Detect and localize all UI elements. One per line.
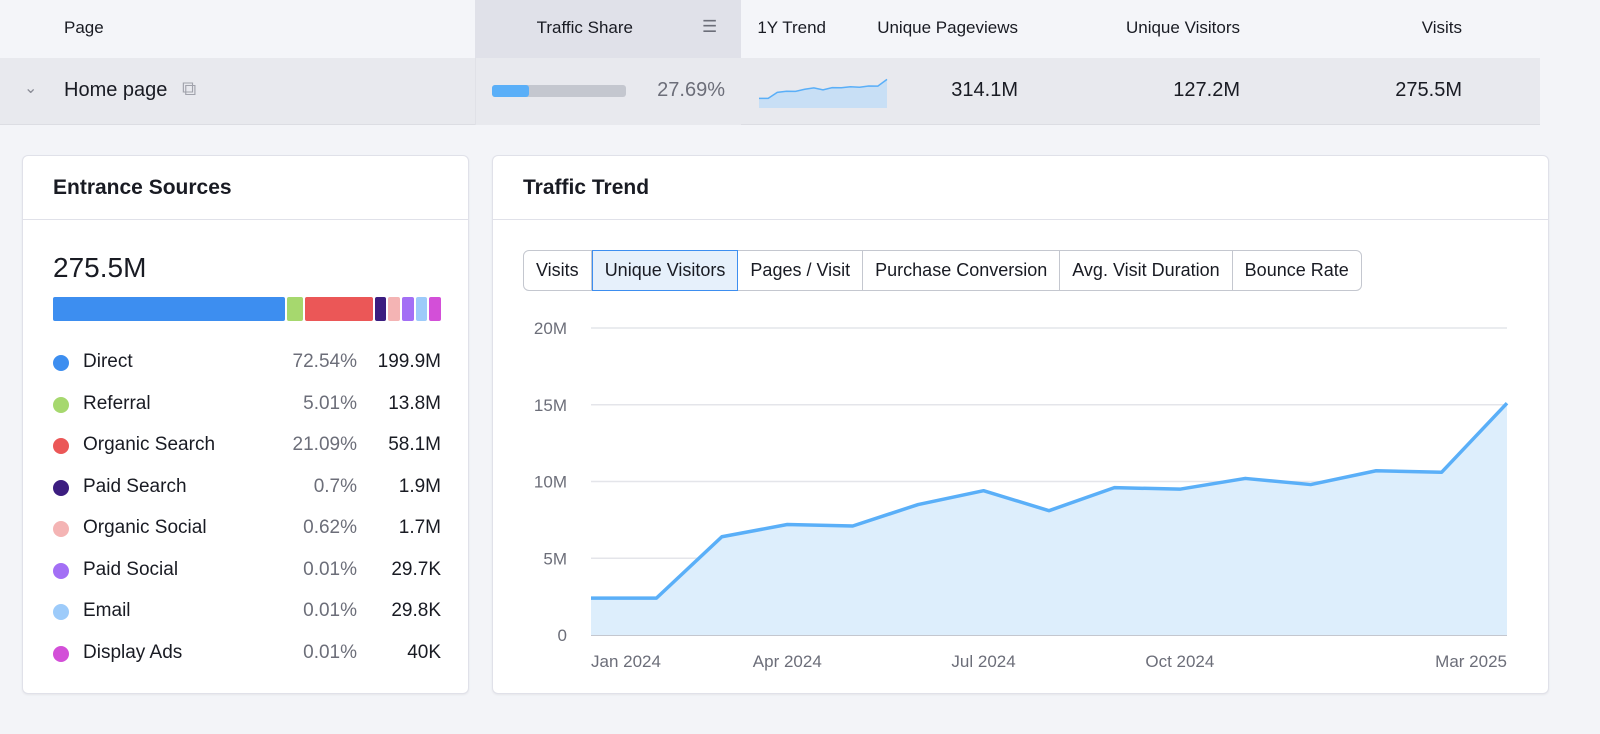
- source-percent: 72.54%: [292, 351, 357, 372]
- x-tick-label: Jul 2024: [951, 652, 1015, 671]
- stacked-bar-segment[interactable]: [53, 297, 286, 321]
- source-name: Email: [83, 600, 131, 621]
- source-name: Display Ads: [83, 641, 183, 663]
- legend-dot-icon: [53, 479, 69, 496]
- sparkline-line: [759, 78, 888, 100]
- y-tick-label: 20M: [534, 319, 567, 338]
- tab-avg-visit-duration[interactable]: Avg. Visit Duration: [1060, 251, 1233, 290]
- stacked-bar-segment[interactable]: [305, 297, 373, 321]
- trend-sparkline: [759, 78, 888, 108]
- stacked-bar-segment[interactable]: [415, 297, 428, 321]
- source-percent: 5.01%: [303, 392, 357, 414]
- legend-item[interactable]: Paid Search 0.7% 1.9M: [53, 473, 441, 514]
- sparkline-area: [759, 79, 887, 108]
- legend-dot-icon: [53, 396, 69, 413]
- card-title: Entrance Sources: [23, 156, 468, 220]
- source-percent: 0.7%: [313, 475, 357, 497]
- source-name: Paid Social: [83, 558, 179, 580]
- tab-purchase-conversion[interactable]: Purchase Conversion: [863, 251, 1061, 290]
- legend-item[interactable]: Display Ads 0.01% 40K: [53, 639, 441, 680]
- traffic-trend-card: Traffic Trend Visits Unique Visitors Pages…: [492, 155, 1549, 694]
- tab-visits[interactable]: Visits: [524, 251, 592, 290]
- source-percent: 0.01%: [303, 641, 357, 663]
- source-value: 40K: [407, 641, 441, 663]
- source-percent: 0.01%: [303, 600, 357, 621]
- legend-item[interactable]: Paid Social 0.01% 29.7K: [53, 556, 441, 597]
- card-title: Traffic Trend: [493, 156, 1548, 220]
- table-header: Page Traffic Share ☰ 1Y Trend Unique Pag…: [0, 0, 1540, 58]
- stacked-bar-segment[interactable]: [388, 297, 400, 321]
- sorted-column-bg: [475, 0, 741, 58]
- unique-visitors-value: 127.2M: [1173, 79, 1240, 101]
- source-name: Organic Social: [83, 517, 207, 538]
- legend-dot-icon: [53, 438, 69, 454]
- legend-item[interactable]: Referral 5.01% 13.8M: [53, 390, 441, 431]
- legend-item[interactable]: Organic Social 0.62% 1.7M: [53, 514, 441, 555]
- traffic-share-fill: [492, 85, 530, 97]
- x-tick-label: Jan 2024: [591, 652, 661, 671]
- header-unique-visitors[interactable]: Unique Visitors: [1125, 18, 1240, 37]
- tab-pages-visit[interactable]: Pages / Visit: [738, 251, 864, 290]
- y-tick-label: 15M: [534, 396, 567, 415]
- source-name: Organic Search: [83, 434, 216, 455]
- stacked-bar-segment[interactable]: [374, 297, 387, 321]
- external-link-icon[interactable]: ⧉: [182, 78, 197, 100]
- traffic-share-bar: [492, 85, 626, 97]
- source-value: 1.9M: [398, 475, 441, 497]
- y-tick-label: 10M: [534, 473, 567, 492]
- source-value: 29.7K: [391, 558, 441, 580]
- sort-icon[interactable]: ☰: [702, 17, 718, 36]
- header-traffic-share[interactable]: Traffic Share: [536, 18, 633, 37]
- metric-tabs: Visits Unique Visitors Pages / Visit Purcha…: [523, 250, 1362, 291]
- legend-dot-icon: [53, 355, 69, 371]
- table-row[interactable]: ⌄ Home page ⧉ 27.69% 314.1M 127.2M 275.5…: [0, 58, 1540, 125]
- source-name: Direct: [83, 351, 133, 372]
- x-tick-label: Apr 2024: [753, 652, 822, 671]
- x-tick-label: Mar 2025: [1435, 652, 1507, 671]
- legend-dot-icon: [53, 521, 69, 537]
- stacked-bar-segment[interactable]: [401, 297, 414, 321]
- y-tick-label: 0: [558, 626, 567, 645]
- area-fill: [591, 403, 1507, 635]
- x-tick-label: Oct 2024: [1145, 652, 1214, 671]
- source-percent: 0.62%: [303, 517, 357, 538]
- tab-bounce-rate[interactable]: Bounce Rate: [1244, 260, 1349, 280]
- source-percent: 0.01%: [303, 558, 357, 580]
- legend-dot-icon: [53, 645, 69, 662]
- total-visits: 275.5M: [53, 252, 147, 283]
- header-unique-pageviews[interactable]: Unique Pageviews: [877, 18, 1018, 37]
- legend-item[interactable]: Email 0.01% 29.8K: [53, 597, 441, 638]
- source-value: 1.7M: [398, 517, 441, 538]
- source-name: Referral: [83, 392, 151, 414]
- traffic-trend-chart: 0 5M 10M 15M 20M Jan 2024 Apr 2024 Jul 2024 Oct …: [534, 319, 1509, 671]
- stacked-bar-segment[interactable]: [429, 297, 441, 321]
- source-value: 199.9M: [377, 351, 441, 372]
- header-page[interactable]: Page: [64, 18, 104, 37]
- legend-item[interactable]: Organic Search 21.09% 58.1M: [53, 431, 441, 472]
- visits-value: 275.5M: [1395, 79, 1462, 101]
- legend-dot-icon: [53, 604, 69, 620]
- entrance-sources-card: Entrance Sources 275.5M Direct 72.54% 199.…: [22, 155, 469, 694]
- legend-item[interactable]: Direct 72.54% 199.9M: [53, 348, 441, 389]
- tab-unique-visitors[interactable]: Unique Visitors: [591, 250, 739, 291]
- source-value: 13.8M: [388, 392, 441, 414]
- unique-pageviews-value: 314.1M: [951, 79, 1018, 101]
- page-name[interactable]: Home page: [64, 79, 168, 101]
- legend-dot-icon: [53, 562, 69, 579]
- header-visits[interactable]: Visits: [1421, 18, 1462, 37]
- series-line: [591, 402, 1509, 600]
- stacked-bar-segment[interactable]: [287, 297, 304, 321]
- sources-stacked-bar: [53, 297, 441, 321]
- source-value: 58.1M: [388, 434, 441, 455]
- y-tick-label: 5M: [543, 549, 567, 568]
- source-percent: 21.09%: [292, 434, 357, 455]
- chevron-down-icon[interactable]: ⌄: [24, 80, 38, 97]
- traffic-share-value: 27.69%: [657, 79, 725, 101]
- source-value: 29.8K: [391, 600, 441, 621]
- source-name: Paid Search: [83, 475, 187, 497]
- header-1y-trend: 1Y Trend: [757, 18, 826, 37]
